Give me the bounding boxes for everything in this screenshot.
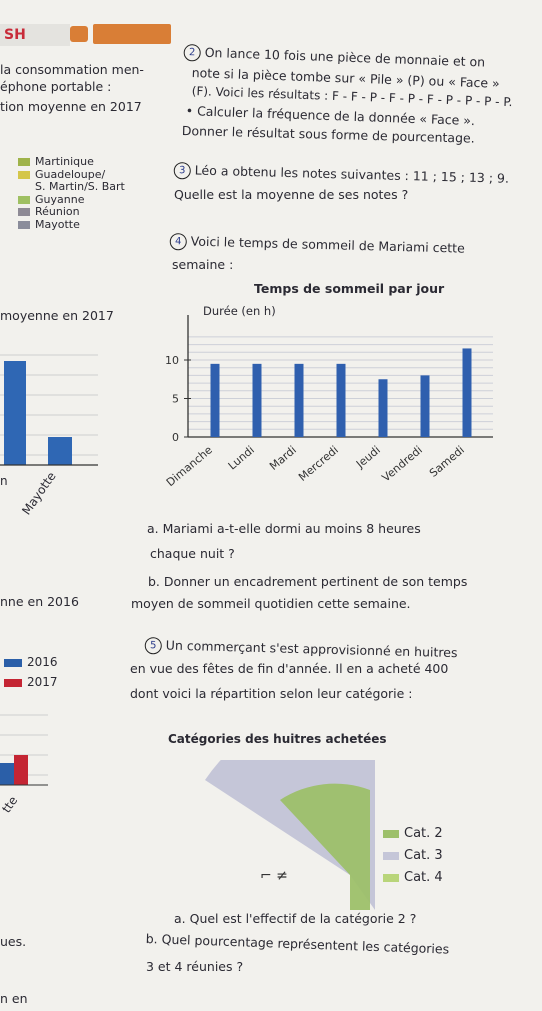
header-badge [93, 24, 171, 44]
sleep-chart-ylabel: Durée (en h) [203, 304, 276, 318]
legend-swatch [18, 170, 30, 179]
ex3-line1: 3 Léo a obtenu les notes suivantes : 11 ;… [173, 162, 510, 188]
left-mayotte-label: Mayotte [19, 469, 59, 518]
left-n-en-label: n en [0, 991, 28, 1006]
left-n-label: n [0, 474, 8, 488]
legend-label: Martinique [35, 155, 94, 168]
ex2-line5: Donner le résultat sous forme de pourcen… [181, 123, 475, 146]
x-tick-label: Lundi [226, 443, 257, 472]
bar-vendredi [420, 375, 430, 437]
pie-legend: Cat. 2 Cat. 3 Cat. 4 [383, 826, 443, 892]
legend-label: S. Martin/S. Bart [35, 180, 125, 193]
bar-samedi [462, 348, 472, 437]
left-chart-title: moyenne en 2017 [0, 308, 114, 323]
legend-label: 2016 [27, 655, 58, 669]
y-tick-label: 5 [172, 393, 179, 406]
legend-label: Cat. 2 [404, 826, 443, 841]
left-text-3: tion moyenne en 2017 [0, 99, 142, 114]
legend-swatch [383, 851, 399, 860]
legend-swatch [18, 220, 30, 229]
left-bar-1 [4, 361, 26, 465]
ex4-qb-line2: moyen de sommeil quotidien cette semaine… [131, 596, 411, 611]
left-tte-label: tte [0, 793, 21, 816]
left-text-1: la consommation men- [0, 62, 144, 77]
legend-swatch [4, 658, 22, 667]
x-tick-label: Samedi [427, 443, 467, 479]
legend-label: Guyanne [35, 192, 85, 206]
legend-label: Cat. 3 [404, 848, 443, 863]
ex4-line2: semaine : [172, 257, 234, 272]
left-annee-text: nne en 2016 [0, 594, 79, 609]
x-tick-label: Vendredi [379, 443, 424, 484]
left-text-2: éphone portable : [0, 79, 112, 94]
ex5-line1: 5 Un commerçant s'est approvisionné en hu… [144, 637, 458, 662]
legend-item: Guadeloupe/ [18, 168, 125, 181]
legend-label: Cat. 4 [404, 870, 443, 885]
legend-item: Cat. 3 [383, 848, 443, 870]
legend-item: Martinique [18, 155, 125, 168]
y-tick-label: 0 [172, 431, 179, 444]
legend-swatch [18, 158, 30, 166]
left-legend: Martinique Guadeloupe/S. Martin/S. Bart Gu… [18, 155, 125, 231]
ex4-line1: 4 Voici le temps de sommeil de Mariami ce… [169, 233, 465, 258]
legend-item: Guyanne [18, 193, 125, 206]
y-tick-label: 10 [165, 354, 179, 367]
ex5-qb-line1: b. Quel pourcentage représentent les cat… [145, 931, 450, 957]
legend-item: Cat. 4 [383, 870, 443, 892]
left-ues-label: ues. [0, 934, 27, 949]
left-bar-chart-2 [0, 714, 48, 786]
x-tick-label: Mercredi [296, 443, 341, 484]
legend-label: Guadeloupe/ [35, 167, 106, 181]
section-tab: SH [0, 24, 70, 46]
x-tick-label: Jeudi [353, 443, 383, 471]
legend-swatch [18, 183, 30, 191]
legend-item: Cat. 2 [383, 826, 443, 848]
left-legend-years: 2016 2017 [4, 655, 58, 695]
bar-dimanche [210, 363, 220, 437]
legend-label: Mayotte [35, 217, 80, 231]
bar-mardi [294, 363, 304, 437]
legend-swatch [18, 208, 30, 216]
ex3-line2: Quelle est la moyenne de ses notes ? [174, 187, 409, 202]
ex5-line2: en vue des fêtes de fin d'année. Il en a… [130, 661, 449, 676]
legend-swatch [383, 829, 399, 838]
x-tick-label: Dimanche [164, 443, 215, 489]
legend-item: 2017 [4, 675, 58, 695]
ex5-qa: a. Quel est l'effectif de la catégorie 2… [174, 911, 417, 926]
legend-swatch [383, 873, 399, 882]
legend-item: 2016 [4, 655, 58, 675]
star-icon [70, 26, 88, 42]
legend-label: Réunion [35, 205, 80, 218]
legend-label: 2017 [27, 675, 58, 689]
ex4-qb-line1: b. Donner un encadrement pertinent de so… [148, 574, 468, 589]
bar-mercredi [336, 363, 346, 437]
legend-item: S. Martin/S. Bart [18, 180, 125, 193]
legend-swatch [18, 195, 30, 204]
ex5-qb-line2: 3 et 4 réunies ? [146, 959, 244, 974]
pie-title: Catégories des huitres achetées [168, 732, 387, 746]
sleep-chart-title: Temps de sommeil par jour [254, 281, 445, 296]
bar-lundi [252, 363, 262, 437]
ex4-qa-line1: a. Mariami a-t-elle dormi au moins 8 heu… [147, 521, 421, 536]
ex4-number: 4 [169, 233, 187, 251]
pie-slice-cat2 [280, 783, 370, 910]
oyster-pie-chart: ⌐ ≠ [205, 760, 375, 910]
pie-mark: ⌐ ≠ [260, 868, 288, 884]
ex5-line3: dont voici la répartition selon leur cat… [130, 686, 413, 701]
ex3-number: 3 [173, 162, 191, 180]
left-bar-chart [0, 354, 98, 466]
ex4-qa-line2: chaque nuit ? [150, 546, 235, 561]
legend-item: Mayotte [18, 218, 125, 231]
ex2-number: 2 [183, 44, 201, 62]
bar-jeudi [378, 379, 388, 437]
x-tick-label: Mardi [267, 443, 299, 473]
legend-swatch [4, 678, 22, 687]
ex5-number: 5 [144, 637, 162, 655]
legend-item: Réunion [18, 205, 125, 218]
left-bar-2 [48, 437, 72, 465]
section-label: SH [4, 27, 26, 43]
